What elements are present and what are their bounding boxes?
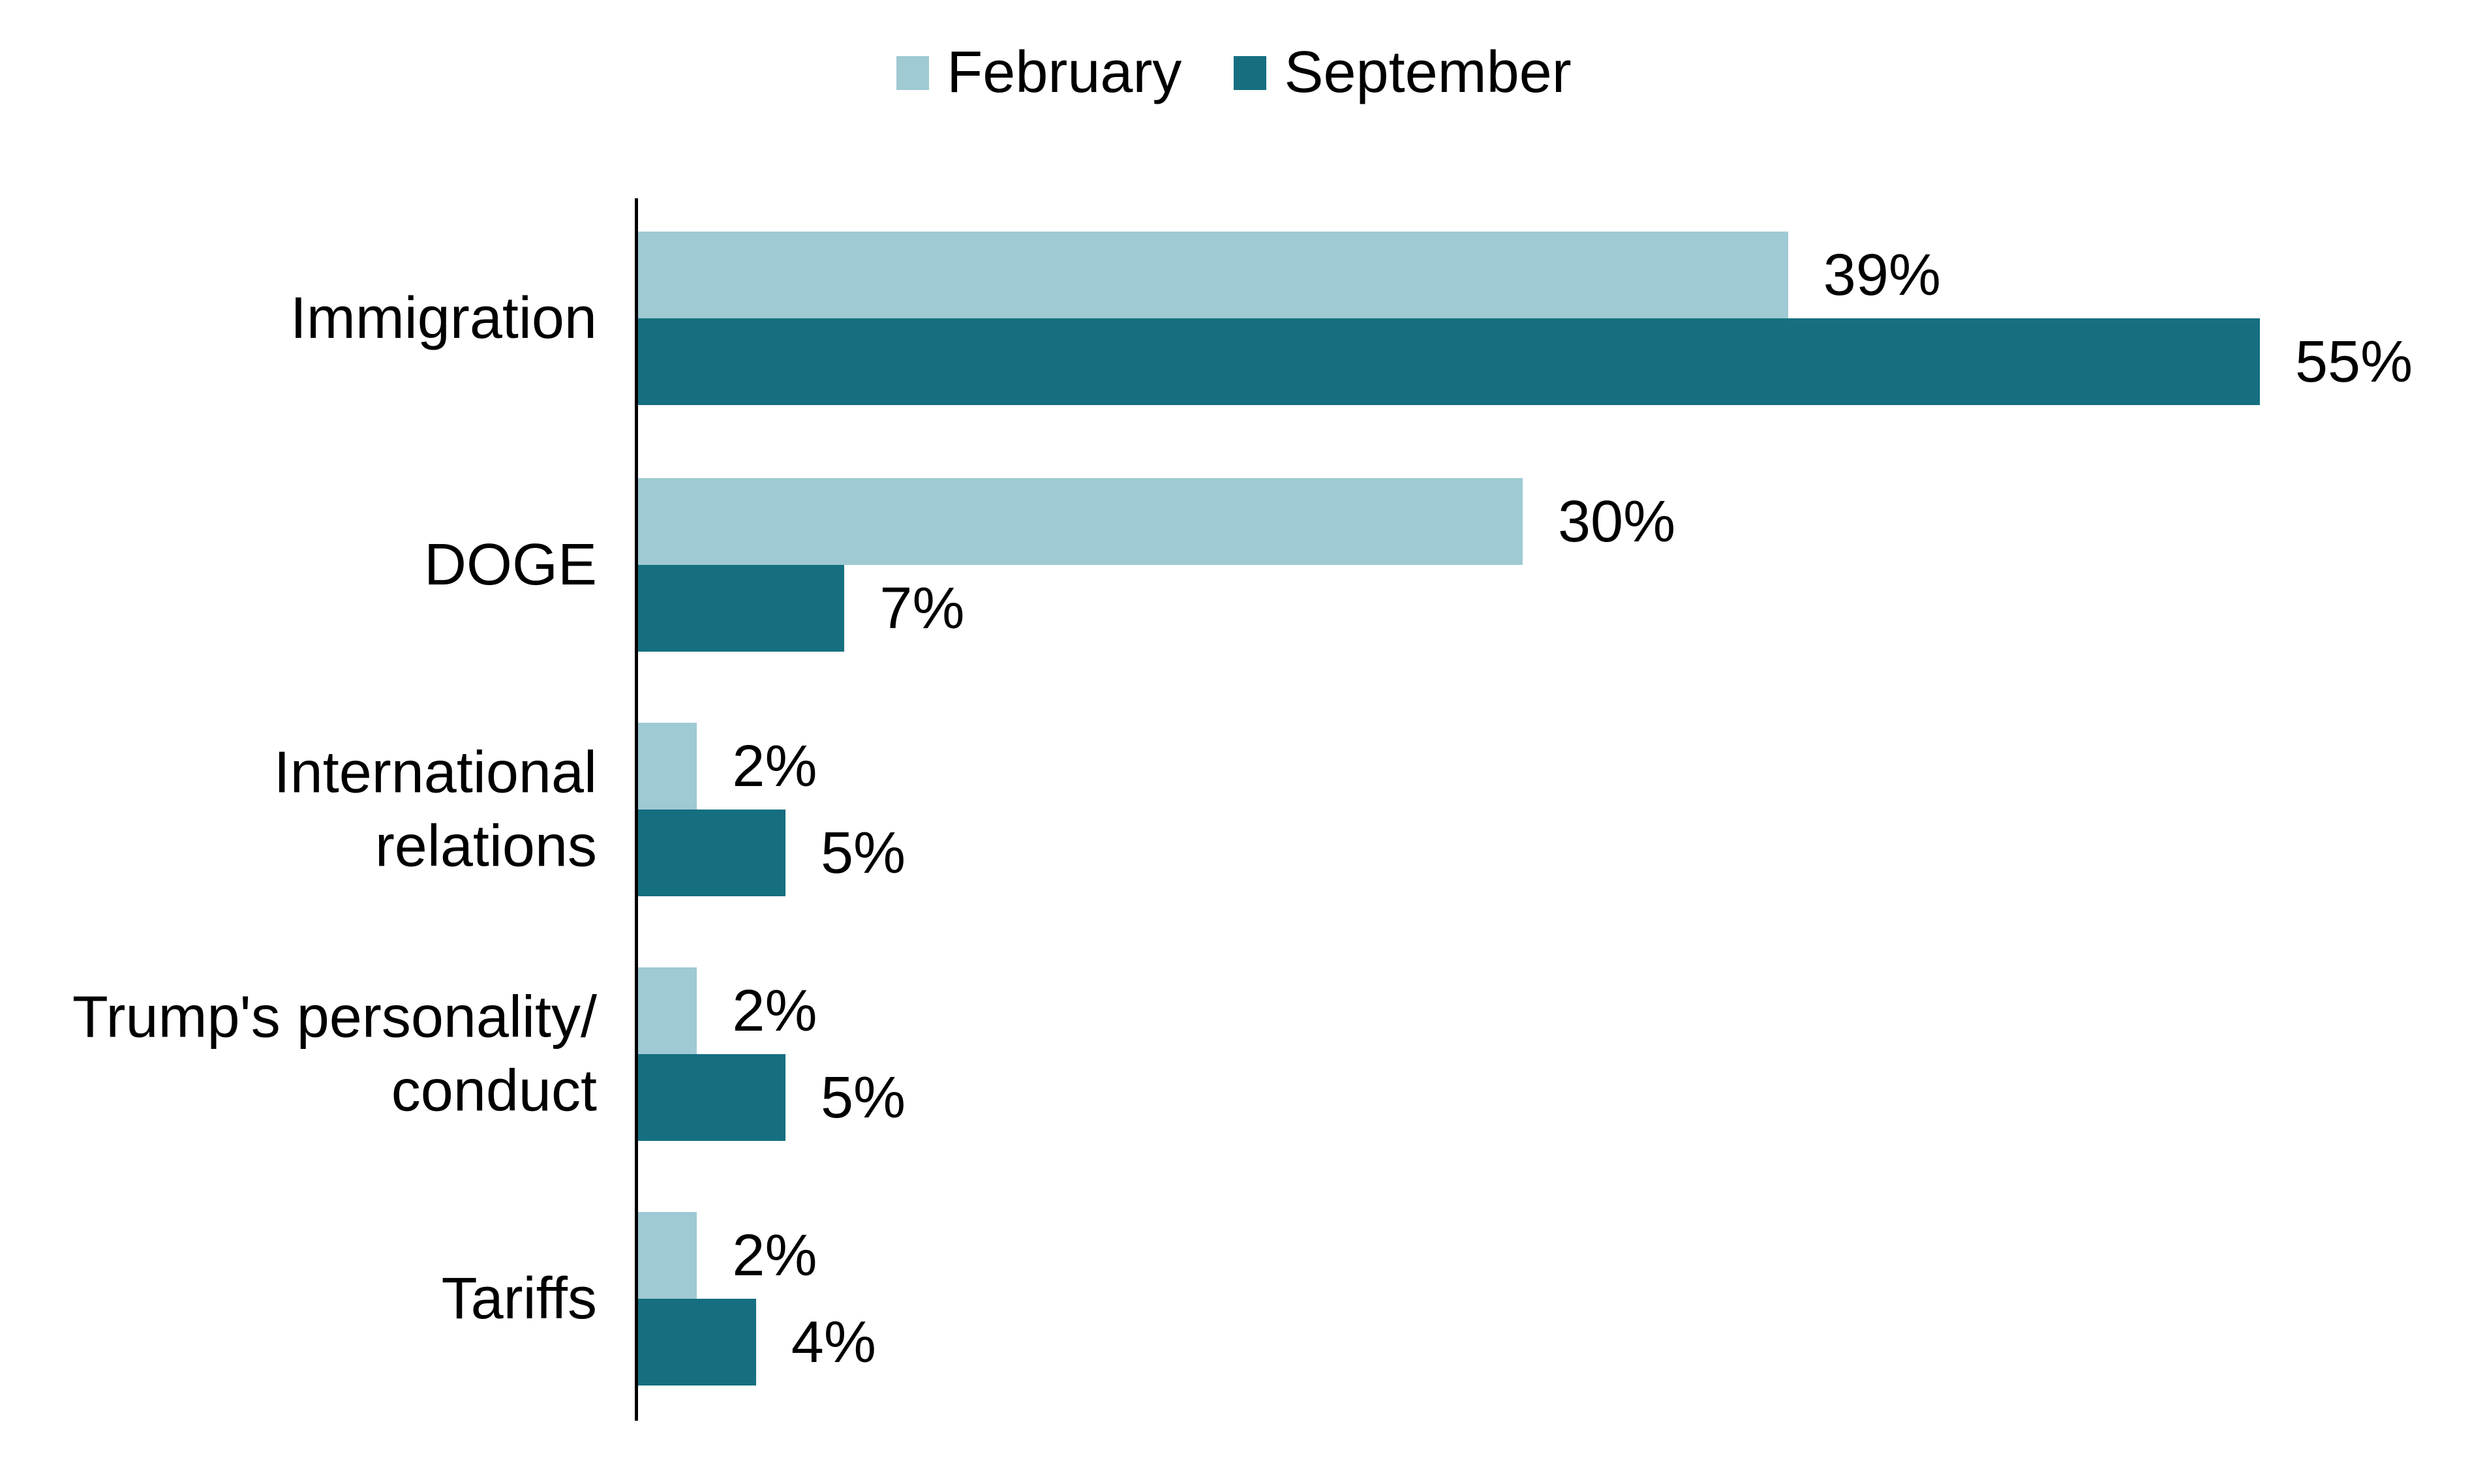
category-label-line: Immigration — [290, 285, 597, 351]
value-label-tariffs-february: 2% — [732, 1222, 817, 1288]
category-label-line: relations — [374, 813, 597, 879]
bar-doge-september — [638, 565, 845, 652]
legend-swatch-february — [896, 55, 930, 90]
value-label-doge-september: 7% — [879, 575, 965, 641]
bar-row: 2% — [638, 723, 817, 810]
legend-item-february: February — [896, 40, 1181, 105]
value-label-immigration-september: 55% — [2295, 329, 2413, 395]
legend: February September — [0, 40, 2468, 105]
bar-row: 2% — [638, 1212, 817, 1299]
value-label-immigration-february: 39% — [1823, 242, 1941, 308]
category-label-tariffs: Tariffs — [0, 1262, 597, 1336]
category-label-international-relations: International relations — [0, 736, 597, 883]
value-label-trumps-personality-september: 5% — [821, 1065, 906, 1130]
bar-doge-february — [638, 478, 1523, 565]
value-label-doge-february: 30% — [1558, 489, 1676, 554]
bar-row: 2% — [638, 967, 817, 1054]
category-label-line: Tariffs — [441, 1265, 597, 1331]
bar-row: 5% — [638, 1054, 906, 1141]
bar-immigration-february — [638, 232, 1788, 318]
y-axis-line — [635, 198, 638, 1421]
legend-label-september: September — [1284, 40, 1572, 105]
value-label-international-relations-september: 5% — [821, 820, 906, 886]
category-label-line: International — [273, 740, 597, 806]
legend-label-february: February — [947, 40, 1182, 105]
legend-swatch-september — [1234, 55, 1267, 90]
bar-tariffs-february — [638, 1212, 697, 1299]
bar-tariffs-september — [638, 1299, 756, 1386]
bar-international-relations-february — [638, 723, 697, 810]
bar-international-relations-september — [638, 810, 785, 896]
legend-item-september: September — [1234, 40, 1572, 105]
value-label-international-relations-february: 2% — [732, 733, 817, 799]
bar-immigration-september — [638, 318, 2260, 405]
bar-row: 39% — [638, 232, 1941, 318]
bar-row: 55% — [638, 318, 2413, 405]
category-label-line: Trump's personality/ — [72, 984, 597, 1050]
bar-row: 4% — [638, 1299, 876, 1386]
bar-row: 30% — [638, 478, 1675, 565]
bar-trumps-personality-february — [638, 967, 697, 1054]
category-label-immigration: Immigration — [0, 282, 597, 356]
category-label-trumps-personality-conduct: Trump's personality/ conduct — [0, 981, 597, 1128]
bar-row: 7% — [638, 565, 964, 652]
value-label-tariffs-september: 4% — [791, 1309, 876, 1375]
value-label-trumps-personality-february: 2% — [732, 978, 817, 1044]
category-label-line: conduct — [391, 1058, 597, 1123]
bar-row: 5% — [638, 810, 906, 896]
category-label-line: DOGE — [423, 532, 597, 598]
bar-trumps-personality-september — [638, 1054, 785, 1141]
category-label-doge: DOGE — [0, 528, 597, 602]
